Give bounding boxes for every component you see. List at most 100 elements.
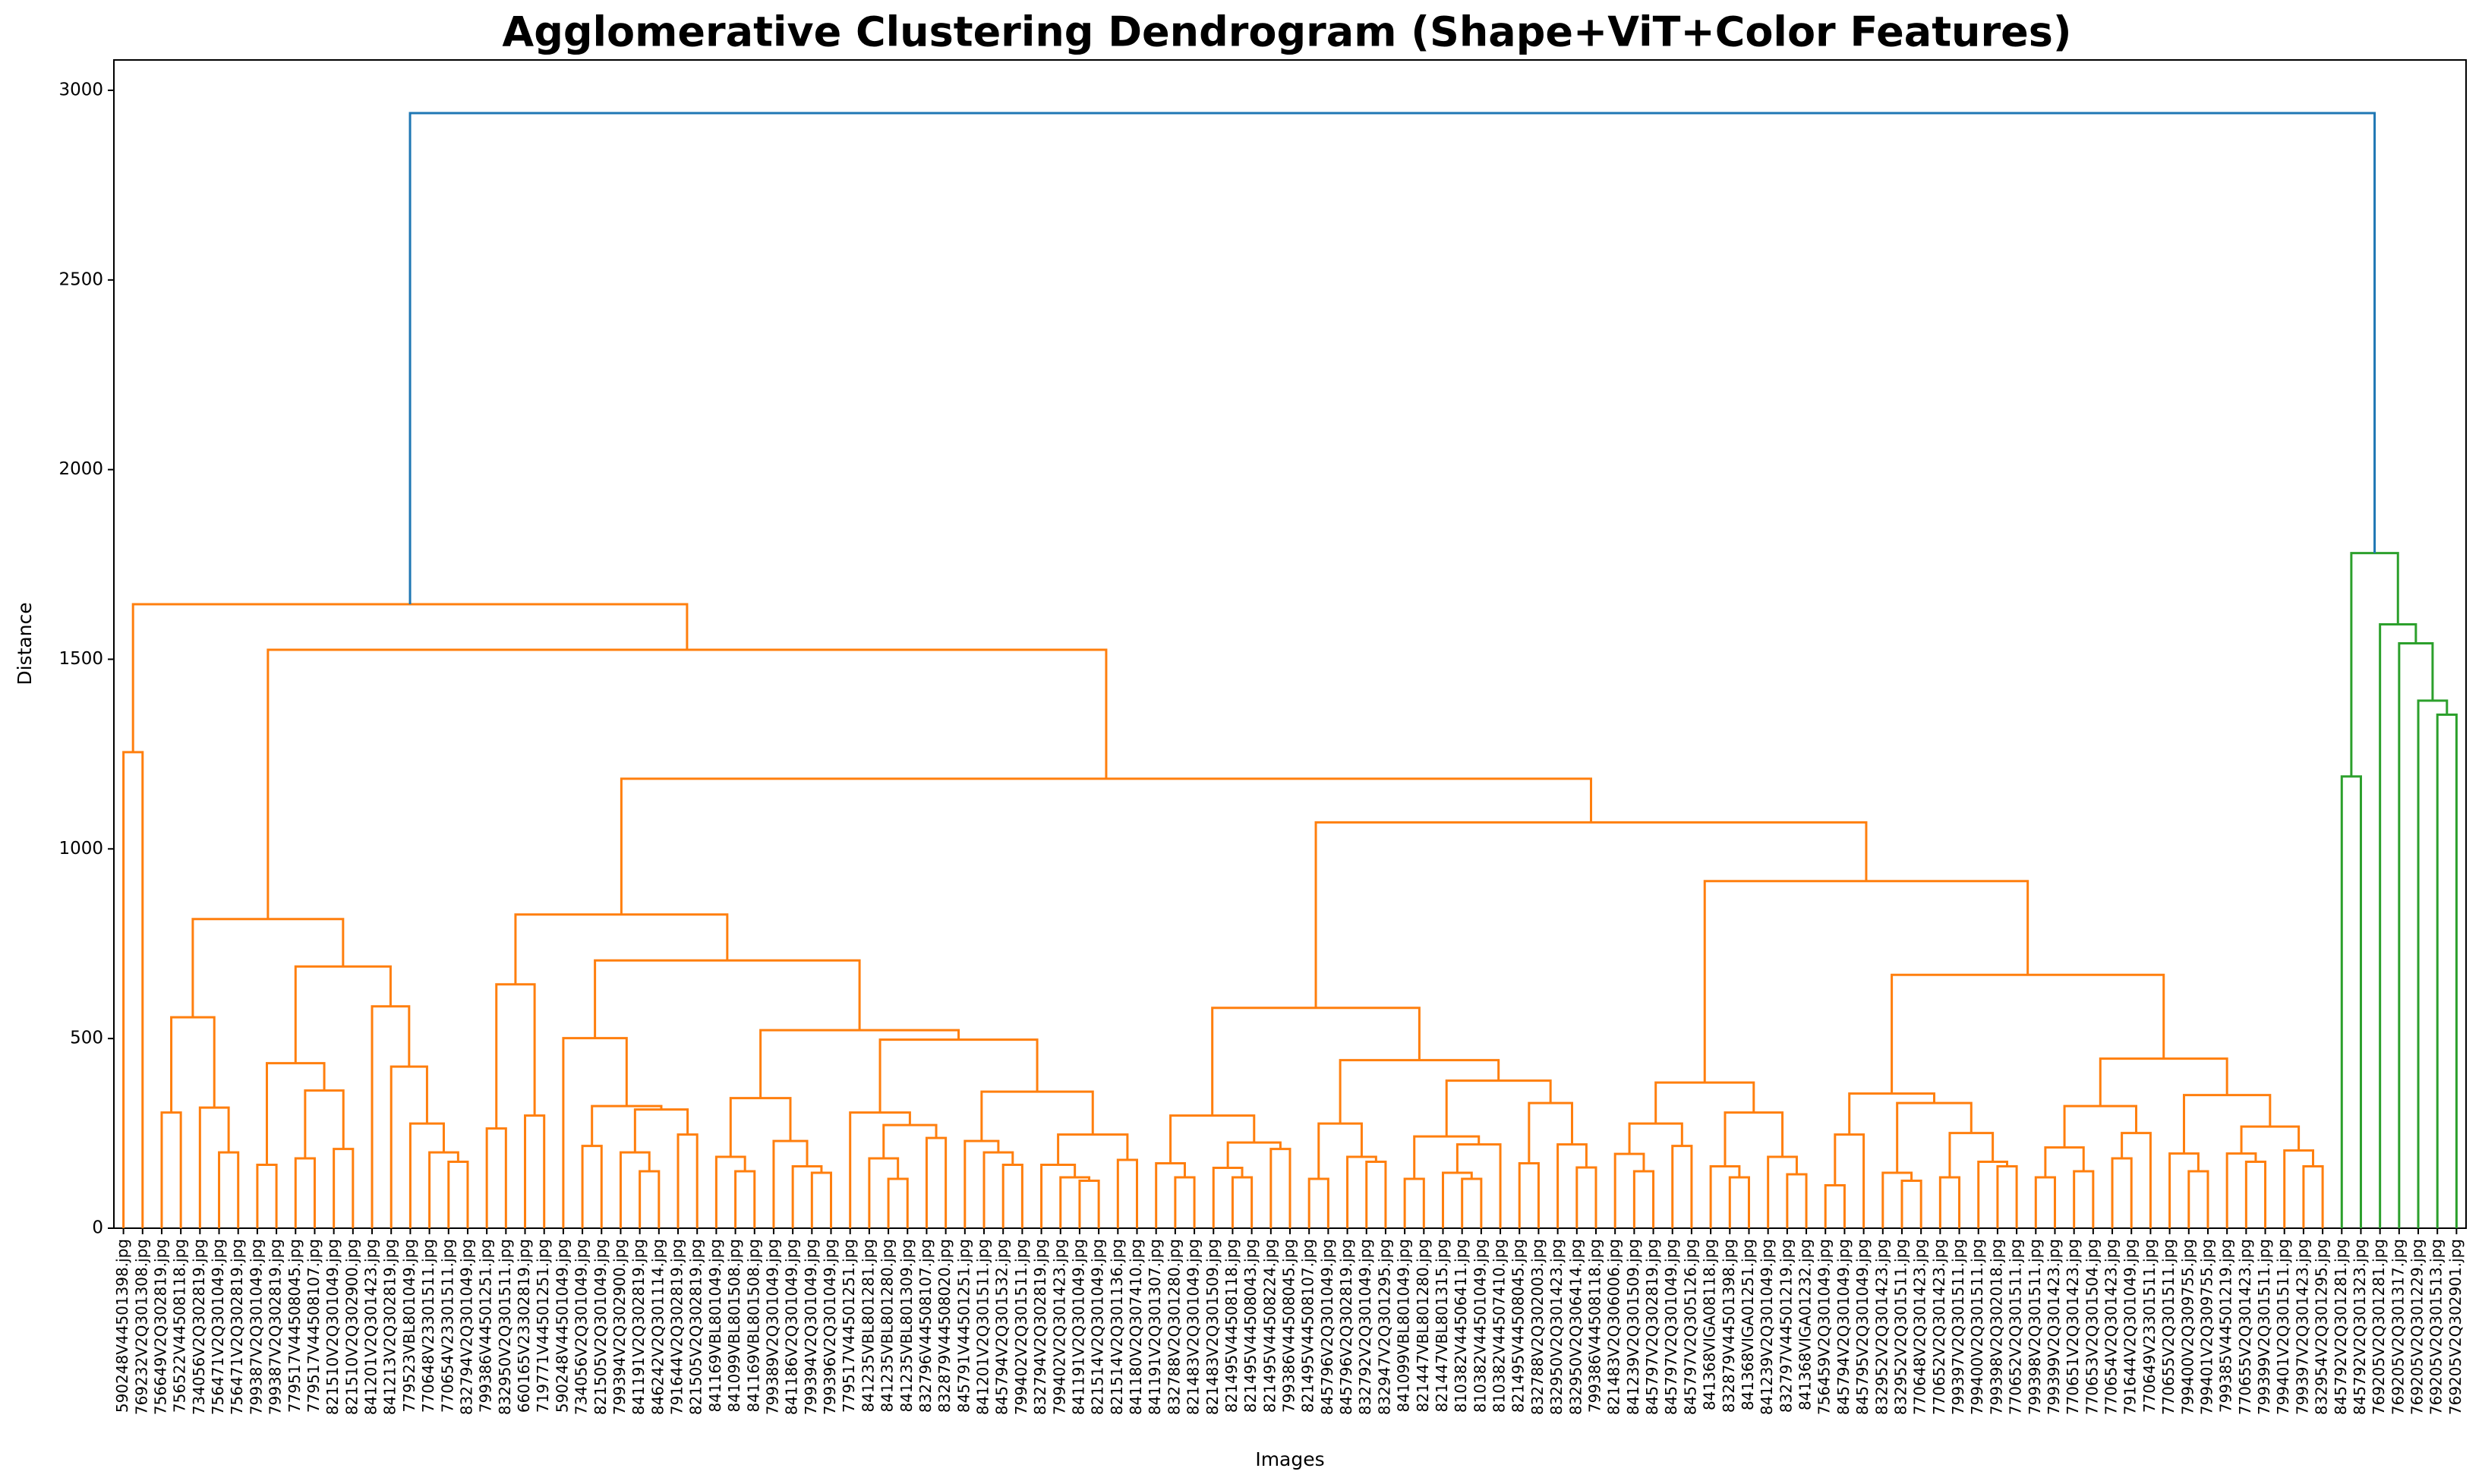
leaf-label: 770648V23301511.jpg bbox=[419, 1239, 437, 1413]
leaf-label: 770654V23301511.jpg bbox=[438, 1239, 456, 1413]
leaf-label: 734056V2Q301049.jpg bbox=[572, 1239, 591, 1415]
y-tick-label: 1000 bbox=[58, 839, 103, 859]
leaf-label: 821510V2Q302900.jpg bbox=[342, 1239, 361, 1415]
link bbox=[2244, 1161, 2267, 1228]
leaf-label: 799385V44501219.jpg bbox=[2217, 1239, 2235, 1413]
leaf-label: 832794V2Q301049.jpg bbox=[457, 1239, 475, 1415]
link bbox=[408, 112, 2376, 605]
leaf-label: 770655V2Q301423.jpg bbox=[2236, 1239, 2254, 1415]
leaf-label: 799386V44501251.jpg bbox=[477, 1239, 495, 1413]
leaf-label: 799389V2Q301049.jpg bbox=[763, 1239, 781, 1415]
link bbox=[2283, 1149, 2314, 1228]
leaf-label: 841180V2Q307410.jpg bbox=[1127, 1239, 1145, 1415]
link bbox=[2417, 699, 2449, 1228]
link bbox=[1445, 1079, 1552, 1137]
leaf-label: 821495V44508224.jpg bbox=[1260, 1239, 1279, 1413]
leaf-label: 821514V2Q301049.jpg bbox=[1089, 1239, 1107, 1415]
leaf-label: 841186V2Q301049.jpg bbox=[783, 1239, 801, 1415]
link bbox=[294, 1157, 316, 1228]
leaf-label: 821495V44508107.jpg bbox=[1299, 1239, 1317, 1413]
leaf-label: 769232V2Q301308.jpg bbox=[132, 1239, 150, 1415]
link bbox=[514, 913, 729, 985]
leaf-label: 799397V2Q301511.jpg bbox=[1949, 1239, 1967, 1415]
leaf-label: 769205V2Q301317.jpg bbox=[2389, 1239, 2407, 1415]
leaf-label: 845797V2Q301049.jpg bbox=[1662, 1239, 1680, 1415]
leaf-label: 845792V2Q301281.jpg bbox=[2332, 1239, 2350, 1415]
leaf-label: 769205V2Q301513.jpg bbox=[2427, 1239, 2446, 1415]
link bbox=[2044, 1146, 2085, 1178]
leaf-label: 799399V2Q301511.jpg bbox=[2255, 1239, 2273, 1415]
link bbox=[1116, 1158, 1138, 1228]
leaf-label: 841368VIGA01232.jpg bbox=[1796, 1239, 1815, 1410]
link bbox=[2073, 1170, 2095, 1228]
leaf-label: 832952V2Q301511.jpg bbox=[1891, 1239, 1910, 1415]
leaf-label: 821483V2Q306006.jpg bbox=[1605, 1239, 1623, 1415]
leaf-label: 841239V2Q301509.jpg bbox=[1624, 1239, 1642, 1415]
leaf-label: 799398V2Q302018.jpg bbox=[1987, 1239, 2005, 1415]
link bbox=[1703, 880, 2029, 1083]
link bbox=[1977, 1161, 2009, 1228]
link bbox=[1881, 1171, 1913, 1228]
leaf-label: 832950V2Q306414.jpg bbox=[1566, 1239, 1585, 1415]
leaf-label: 590248V44501398.jpg bbox=[113, 1239, 131, 1413]
leaf-label: 841235VBL801309.jpg bbox=[897, 1239, 916, 1413]
y-tick-label: 3000 bbox=[58, 80, 103, 99]
link bbox=[734, 1170, 756, 1228]
leaf-label: 779517V44508107.jpg bbox=[304, 1239, 323, 1413]
leaf-label: 841099VBL801508.jpg bbox=[725, 1239, 743, 1413]
link bbox=[333, 1148, 355, 1228]
link bbox=[1628, 1122, 1683, 1155]
leaf-label: 841235VBL801281.jpg bbox=[859, 1239, 877, 1413]
link bbox=[2099, 1057, 2228, 1107]
link bbox=[882, 1123, 938, 1159]
leaf-label: 799400V2Q301511.jpg bbox=[1968, 1239, 1986, 1415]
leaf-label: 799399V2Q301423.jpg bbox=[2045, 1239, 2063, 1415]
leaf-label: 821510V2Q301049.jpg bbox=[323, 1239, 342, 1415]
leaf-label: 841368VIGA01251.jpg bbox=[1739, 1239, 1757, 1410]
leaf-label: 821483V2Q301509.jpg bbox=[1203, 1239, 1222, 1415]
leaf-label: 841235VBL801280.jpg bbox=[878, 1239, 897, 1413]
x-axis-label: Images bbox=[1255, 1448, 1324, 1470]
leaf-label: 770655V2Q301511.jpg bbox=[2159, 1239, 2178, 1415]
leaf-label: 832954V2Q301295.jpg bbox=[2313, 1239, 2331, 1415]
link bbox=[1155, 1162, 1186, 1228]
leaf-label: 821447VBL801280.jpg bbox=[1414, 1239, 1432, 1413]
link bbox=[1896, 1101, 1973, 1174]
leaf-label: 799401V2Q309755.jpg bbox=[2197, 1239, 2216, 1415]
link bbox=[1848, 1092, 1935, 1135]
leaf-label: 832947V2Q301295.jpg bbox=[1375, 1239, 1393, 1415]
link bbox=[1211, 1007, 1421, 1116]
leaf-label: 734056V2Q302819.jpg bbox=[190, 1239, 208, 1415]
leaf-label: 832879V44508020.jpg bbox=[935, 1239, 954, 1413]
leaf-label: 841191V2Q301307.jpg bbox=[1146, 1239, 1164, 1415]
link bbox=[304, 1089, 345, 1159]
leaf-label: 832788V2Q302003.jpg bbox=[1528, 1239, 1547, 1415]
link bbox=[759, 1029, 960, 1098]
link bbox=[1824, 1184, 1846, 1228]
leaf-label: 821495V44508118.jpg bbox=[1222, 1239, 1241, 1413]
leaf-label: 779523VBL801049.jpg bbox=[400, 1239, 418, 1413]
leaf-label: 832796V44508107.jpg bbox=[916, 1239, 935, 1413]
leaf-label: 779517V44501251.jpg bbox=[840, 1239, 858, 1413]
chart-title: Agglomerative Clustering Dendrogram (Sha… bbox=[502, 8, 2071, 56]
leaf-label: 660165V23302819.jpg bbox=[515, 1239, 533, 1413]
leaf-label: 799401V2Q301511.jpg bbox=[2274, 1239, 2292, 1415]
leaf-label: 841169VBL801508.jpg bbox=[744, 1239, 762, 1413]
leaf-label: 756471V2Q302819.jpg bbox=[228, 1239, 246, 1415]
link bbox=[447, 1161, 469, 1228]
leaf-label: 799386V44508118.jpg bbox=[1585, 1239, 1604, 1413]
link bbox=[2240, 1125, 2301, 1154]
leaf-label: 791644V2Q302819.jpg bbox=[668, 1239, 686, 1415]
link bbox=[389, 1065, 428, 1228]
leaf-label: 841368VIGA08118.jpg bbox=[1701, 1239, 1719, 1410]
y-tick-label: 2500 bbox=[58, 269, 103, 289]
link bbox=[2340, 775, 2362, 1228]
leaf-label: 845796V2Q301049.jpg bbox=[1318, 1239, 1336, 1415]
link bbox=[2398, 642, 2434, 1228]
leaf-label: 791644V2Q301049.jpg bbox=[2121, 1239, 2140, 1415]
leaf-label: 810382V44501049.jpg bbox=[1471, 1239, 1489, 1413]
leaf-label: 770648V2Q301423.jpg bbox=[1911, 1239, 1929, 1415]
link bbox=[868, 1157, 900, 1228]
leaf-label: 769205V2Q301281.jpg bbox=[2370, 1239, 2388, 1415]
leaf-label: 810382V44507410.jpg bbox=[1490, 1239, 1509, 1413]
